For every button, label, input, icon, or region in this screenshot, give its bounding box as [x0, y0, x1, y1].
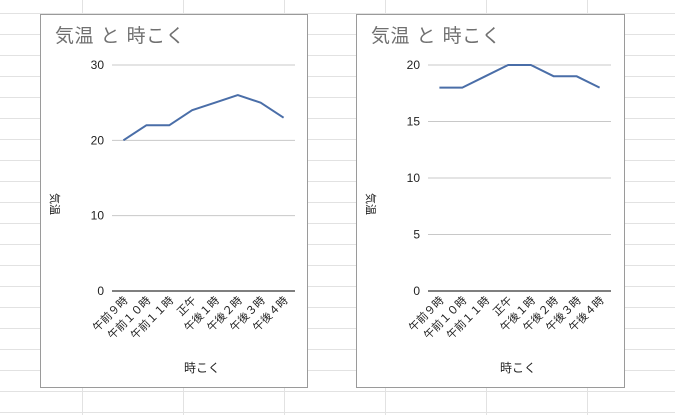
y-axis-label: 気温 [48, 193, 61, 215]
y-tick-label: 10 [407, 171, 421, 185]
x-axis-label: 時こく [184, 361, 221, 375]
chart-2[interactable]: 気温 と 時こく 0 5 10 15 20 午前９時 午前１０時 午前１１時 正午 午後１時 午後２… [356, 14, 625, 388]
chart-1[interactable]: 気温 と 時こく 0 10 20 30 午前９時 午前１０時 午前１１時 正午 午後１時 午後２時… [40, 14, 308, 388]
temperature-line [122, 94, 285, 142]
temperature-line [439, 64, 601, 89]
y-tick-label: 20 [407, 58, 421, 72]
y-tick-label: 0 [97, 284, 104, 298]
y-tick-label: 20 [91, 133, 105, 147]
chart-title: 気温 と 時こく [371, 25, 502, 47]
y-tick-label: 10 [91, 209, 105, 223]
y-axis-label: 気温 [364, 193, 377, 215]
chart-title: 気温 と 時こく [55, 25, 186, 47]
y-tick-label: 5 [413, 228, 420, 242]
y-tick-label: 30 [91, 58, 105, 72]
x-axis-label: 時こく [500, 361, 537, 375]
y-tick-label: 15 [407, 115, 421, 129]
y-tick-label: 0 [413, 284, 420, 298]
